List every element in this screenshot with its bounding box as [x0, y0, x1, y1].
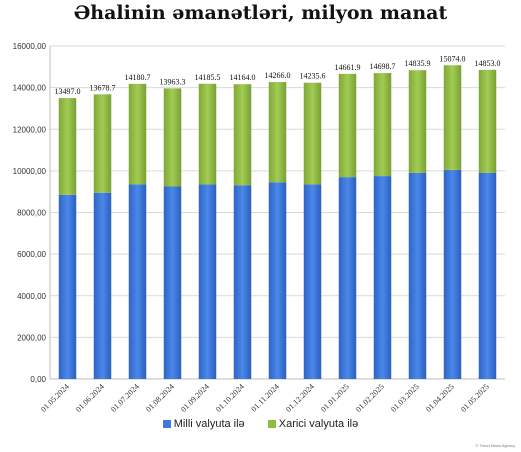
x-tick-label: 01.03.2025 — [389, 382, 421, 414]
bar-xarici — [338, 73, 357, 178]
bar-milli — [93, 192, 112, 379]
y-tick-label: 16000,00 — [13, 42, 47, 51]
bar-milli — [128, 184, 147, 379]
y-tick-label: 14000,00 — [13, 84, 47, 93]
legend-label-xarici: Xarici valyuta ilə — [278, 418, 359, 430]
legend-item-xarici: Xarici valyuta ilə — [267, 418, 359, 430]
y-tick-label: 10000,00 — [13, 167, 47, 176]
data-label-total: 14698.7 — [370, 62, 396, 71]
bar-milli — [443, 169, 462, 379]
y-tick-label: 0,00 — [30, 375, 46, 384]
bar-xarici — [163, 88, 182, 187]
y-tick-label: 6000,00 — [17, 250, 46, 259]
data-label-total: 14661.9 — [335, 63, 361, 72]
x-tick-label: 01.04.2025 — [424, 382, 456, 414]
bar-milli — [373, 176, 392, 379]
x-tick-label: 01.06.2024 — [74, 382, 106, 414]
y-tick-label: 2000,00 — [17, 333, 46, 342]
data-label-total: 14235.6 — [300, 72, 326, 81]
x-tick-label: 01.09.2024 — [179, 382, 211, 414]
y-tick-label: 12000,00 — [13, 125, 47, 134]
data-label-total: 13963.3 — [160, 77, 186, 86]
bar-milli — [58, 194, 77, 379]
bar-xarici — [478, 69, 497, 173]
data-label-total: 14185.5 — [195, 73, 221, 82]
bar-xarici — [58, 98, 77, 195]
data-label-total: 14835.9 — [405, 59, 431, 68]
bar-milli — [268, 182, 287, 379]
bar-milli — [233, 185, 252, 379]
x-tick-label: 01.08.2024 — [144, 382, 176, 414]
bar-xarici — [408, 70, 427, 173]
x-tick-label: 01.11.2024 — [249, 382, 281, 414]
x-tick-label: 01.05.2025 — [459, 382, 491, 414]
x-tick-label: 01.12.2024 — [284, 382, 316, 414]
bar-xarici — [198, 83, 217, 185]
bar-xarici — [233, 84, 252, 186]
y-tick-label: 4000,00 — [17, 292, 46, 301]
bar-milli — [198, 184, 217, 379]
data-label-total: 14180.7 — [125, 73, 151, 82]
data-label-total: 13678.7 — [90, 83, 116, 92]
bar-milli — [163, 186, 182, 379]
x-tick-label: 01.07.2024 — [109, 382, 141, 414]
data-label-total: 14266.0 — [265, 71, 291, 80]
bar-xarici — [93, 94, 112, 193]
legend-item-milli: Milli valyuta ilə — [162, 418, 245, 430]
bar-milli — [303, 184, 322, 379]
bar-milli — [408, 172, 427, 379]
chart-title: Əhalinin əmanətləri, milyon manat — [73, 2, 448, 24]
watermark: © Trend News Agency — [475, 443, 515, 448]
x-tick-label: 01.02.2025 — [354, 382, 386, 414]
data-label-total: 15074.0 — [440, 54, 466, 63]
bar-xarici — [268, 82, 287, 183]
data-label-total: 14164.0 — [230, 73, 256, 82]
x-tick-label: 01.01.2025 — [319, 382, 351, 414]
legend-label-milli: Milli valyuta ilə — [173, 418, 245, 430]
bar-milli — [478, 172, 497, 379]
data-label-total: 14853.0 — [475, 59, 501, 68]
data-label-total: 13497.0 — [55, 87, 81, 96]
y-tick-label: 8000,00 — [17, 209, 46, 218]
legend-swatch-milli — [162, 420, 171, 429]
bar-milli — [338, 177, 357, 379]
legend: Milli valyuta ilə Xarici valyuta ilə — [0, 418, 521, 430]
bar-xarici — [373, 73, 392, 177]
legend-swatch-xarici — [267, 420, 276, 429]
bar-xarici — [128, 83, 147, 185]
x-tick-label: 01.05.2024 — [39, 382, 71, 414]
x-tick-label: 01.10.2024 — [214, 382, 246, 414]
bar-xarici — [303, 82, 322, 185]
bar-xarici — [443, 65, 462, 170]
